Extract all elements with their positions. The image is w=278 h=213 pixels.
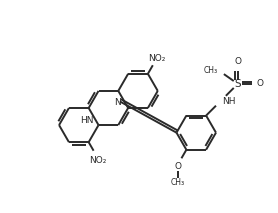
Text: O: O <box>234 57 241 66</box>
Text: S: S <box>234 79 241 89</box>
Text: HN: HN <box>80 116 93 125</box>
Text: NO₂: NO₂ <box>148 54 165 63</box>
Text: NO₂: NO₂ <box>89 157 107 166</box>
Text: CH₃: CH₃ <box>204 66 218 75</box>
Text: O: O <box>256 79 264 88</box>
Text: NH: NH <box>222 97 235 106</box>
Text: N: N <box>114 98 121 107</box>
Text: O: O <box>175 162 182 171</box>
Text: CH₃: CH₃ <box>171 178 185 187</box>
